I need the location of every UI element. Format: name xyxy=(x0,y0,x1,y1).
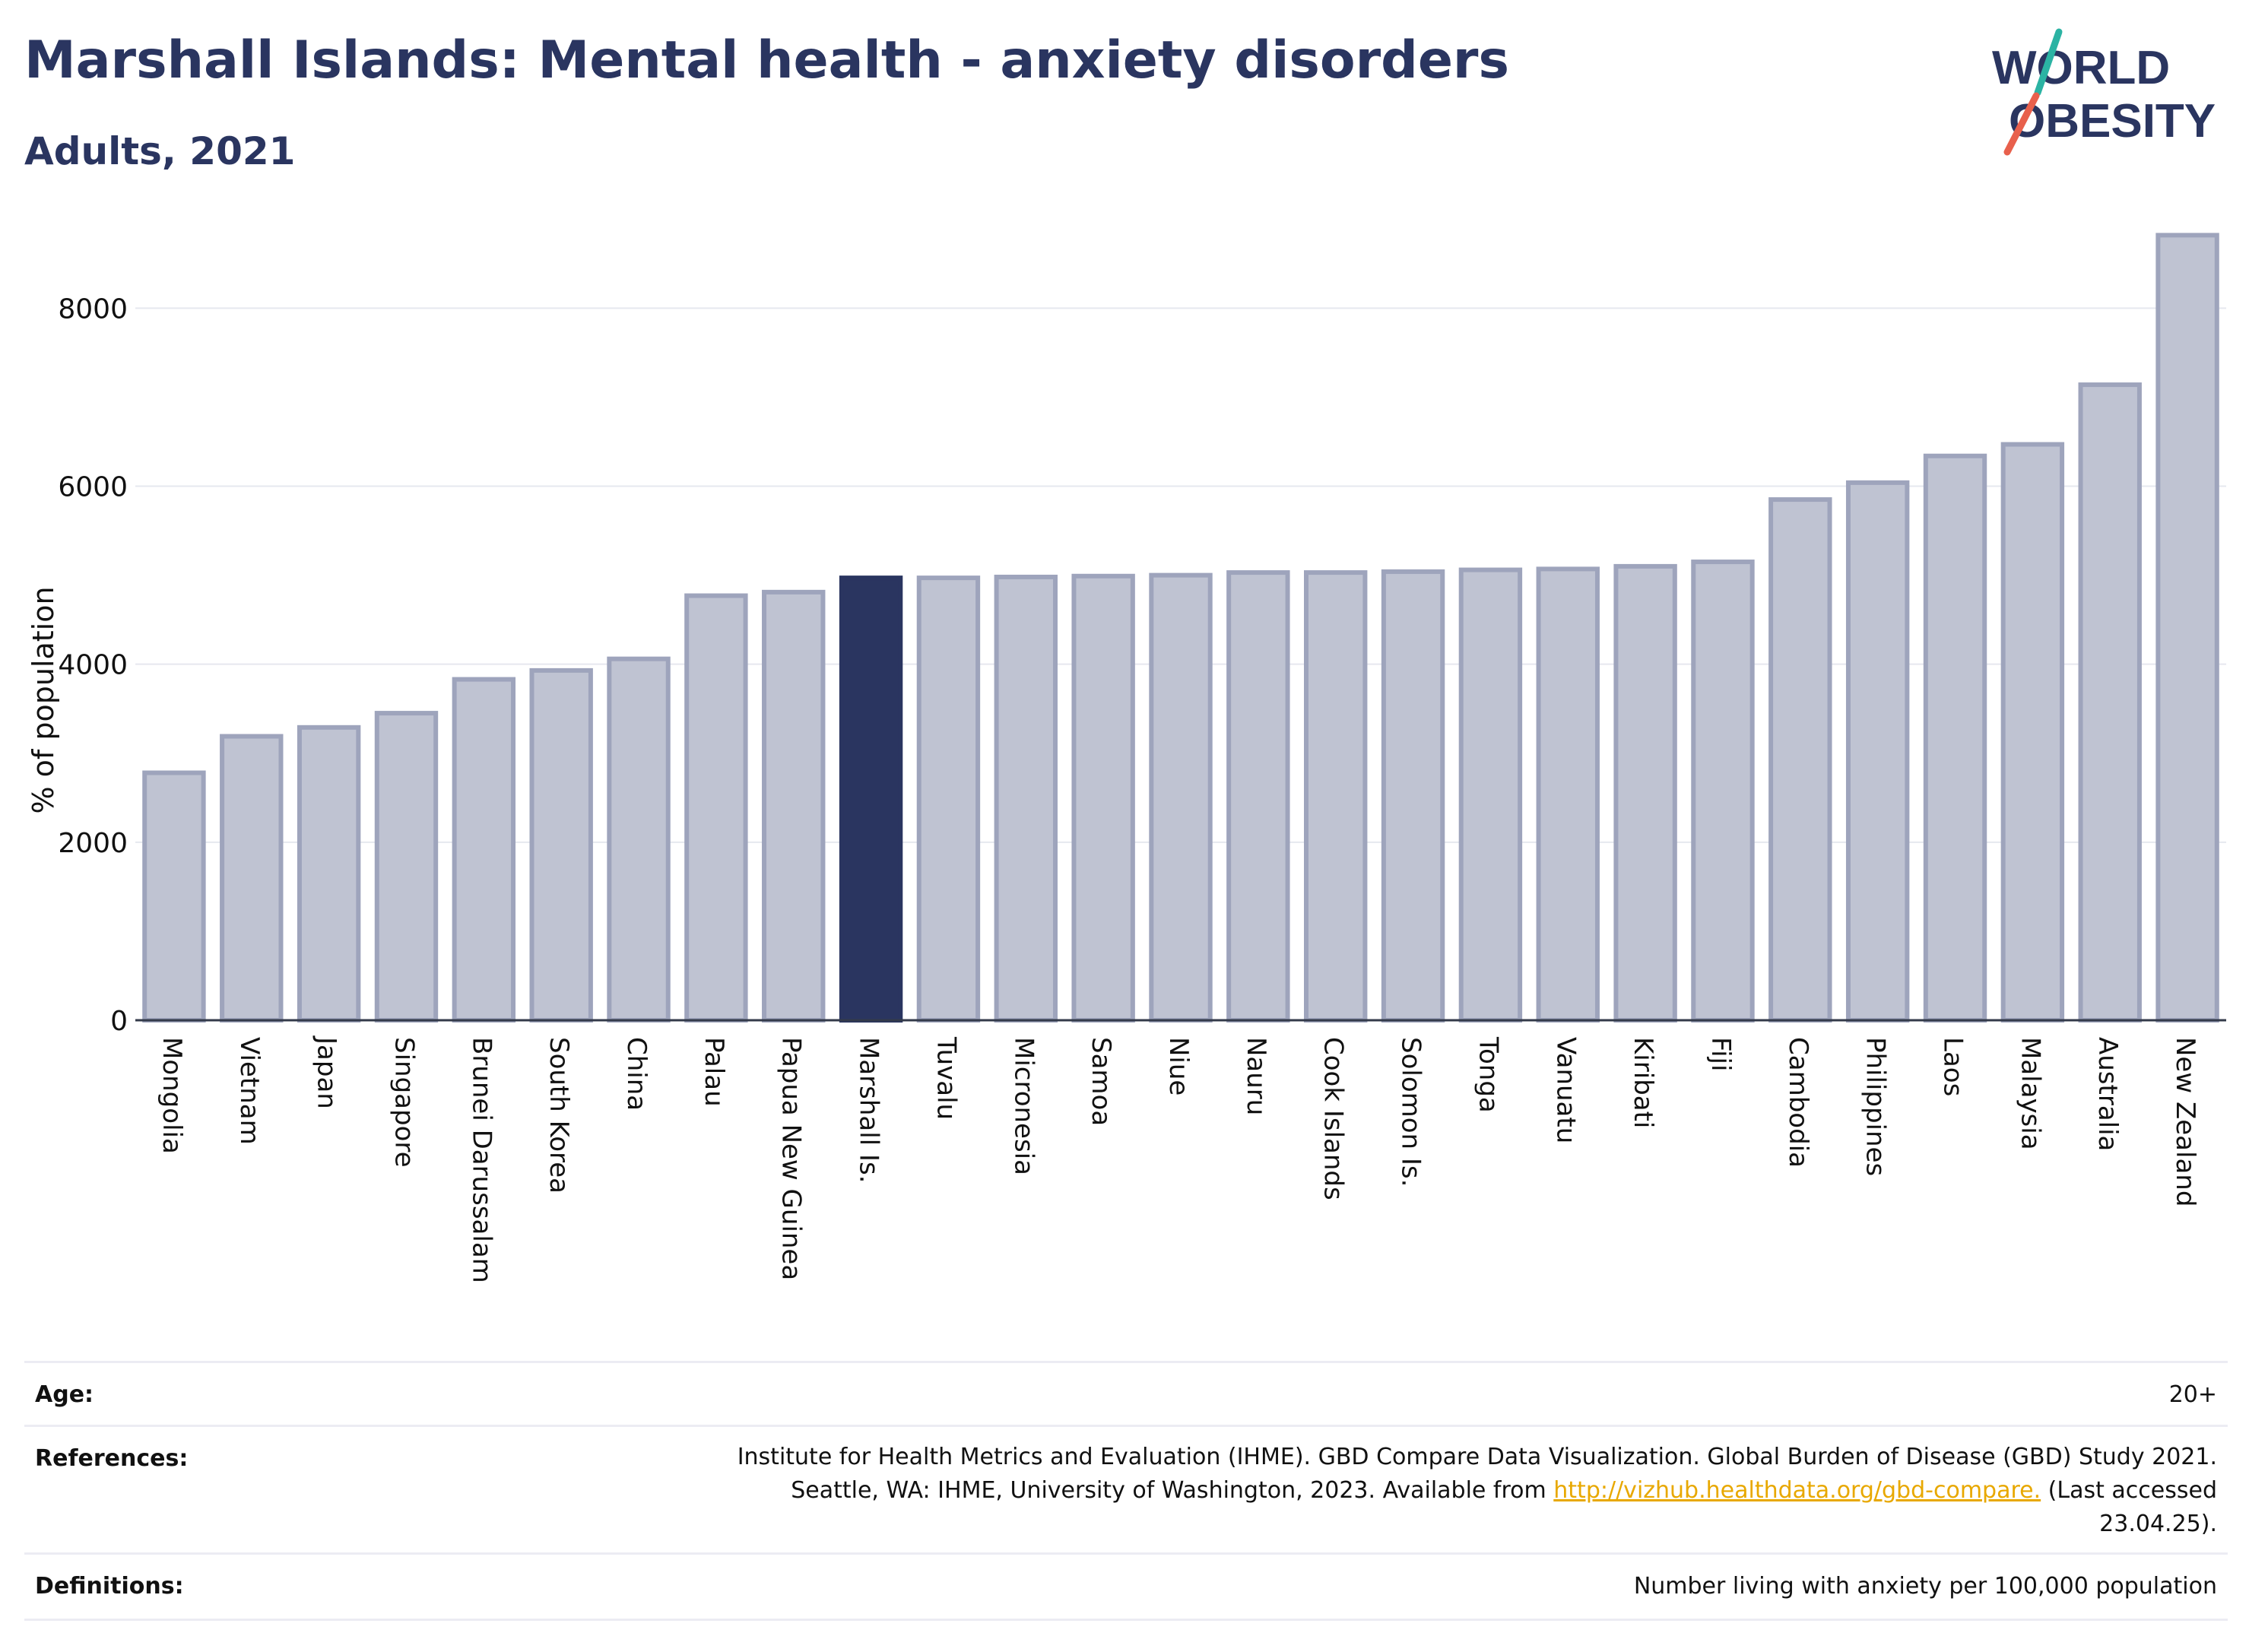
bar-tonga xyxy=(1458,567,1523,1023)
x-tick-label: Solomon Is. xyxy=(1396,1037,1426,1187)
y-tick-label: 6000 xyxy=(58,472,128,503)
y-tick-label: 2000 xyxy=(58,828,128,859)
x-tick-label: Cambodia xyxy=(1783,1037,1813,1168)
bar-kiribati xyxy=(1613,563,1677,1023)
x-tick-label: Brunei Darussalam xyxy=(466,1037,496,1283)
bar-samoa xyxy=(1071,573,1135,1023)
world-obesity-logo: WORLD OBESITY xyxy=(1992,28,2216,156)
x-tick-label: South Korea xyxy=(544,1037,574,1194)
bar-tuvalu xyxy=(916,576,981,1023)
bar-south-korea xyxy=(529,667,593,1023)
bar-japan xyxy=(297,725,361,1023)
references-label: References: xyxy=(35,1445,189,1472)
x-tick-label: Singapore xyxy=(389,1037,419,1168)
x-tick-label: Samoa xyxy=(1086,1037,1116,1126)
x-tick-label: Tuvalu xyxy=(931,1036,961,1120)
x-tick-label: New Zealand xyxy=(2170,1037,2200,1206)
definitions-label: Definitions: xyxy=(35,1573,184,1600)
bar-chart: 0 2000 4000 6000 8000 Mongolia Vietnam Japan Si… xyxy=(27,233,2226,1283)
references-text: Institute for Health Metrics and Evaluat… xyxy=(738,1441,2217,1541)
bar-vietnam xyxy=(220,734,284,1023)
logo-text-obesity: OBESITY xyxy=(2009,95,2216,147)
bar-micronesia xyxy=(994,574,1058,1023)
bar-australia xyxy=(2078,382,2142,1023)
x-tick-label: Nauru xyxy=(1241,1037,1271,1115)
references-line-2: Seattle, WA: IHME, University of Washing… xyxy=(791,1477,2217,1504)
meta-row-references: References: Institute for Health Metrics… xyxy=(24,1425,2228,1555)
bar-fiji xyxy=(1691,560,1755,1023)
bar-nauru xyxy=(1226,570,1290,1023)
meta-row-definitions: Definitions: Number living with anxiety … xyxy=(24,1552,2228,1621)
bar-cambodia xyxy=(1768,497,1832,1023)
y-axis-ticks: 0 2000 4000 6000 8000 xyxy=(58,293,128,1037)
bar-philippines xyxy=(1845,480,1910,1023)
age-label: Age: xyxy=(35,1381,94,1408)
x-tick-label: China xyxy=(621,1037,652,1111)
chart-subtitle: Adults, 2021 xyxy=(24,129,296,173)
x-tick-label: Papua New Guinea xyxy=(776,1037,807,1280)
meta-row-age: Age: 20+ xyxy=(24,1361,2228,1427)
y-tick-label: 8000 xyxy=(58,293,128,325)
x-tick-label: Niue xyxy=(1163,1037,1194,1096)
bar-new-zealand xyxy=(2155,233,2219,1023)
x-tick-label: Fiji xyxy=(1705,1037,1736,1071)
bar-china xyxy=(607,656,671,1023)
bar-brunei-darussalam xyxy=(452,677,516,1023)
x-axis-labels: Mongolia Vietnam Japan Singapore Brunei Daru… xyxy=(157,1035,2200,1283)
bar-singapore xyxy=(374,711,439,1023)
x-tick-label: Philippines xyxy=(1860,1037,1891,1176)
x-tick-label: Cook Islands xyxy=(1318,1037,1349,1200)
bar-laos xyxy=(1923,453,1987,1023)
logo-slash-top xyxy=(2034,28,2063,97)
y-axis-label: % of population xyxy=(27,586,60,813)
x-tick-label: Marshall Is. xyxy=(854,1037,884,1184)
x-tick-label: Laos xyxy=(1938,1037,1968,1096)
bar-mongolia xyxy=(142,770,206,1023)
x-tick-label: Malaysia xyxy=(2015,1037,2045,1150)
x-tick-label: Palau xyxy=(699,1037,729,1107)
references-line-3: 23.04.25). xyxy=(2099,1511,2217,1537)
bar-niue xyxy=(1149,572,1213,1023)
x-tick-label: Vanuatu xyxy=(1550,1037,1581,1143)
logo-text-world: WORLD xyxy=(1992,42,2170,94)
logo-slash-bottom xyxy=(2003,92,2040,156)
y-tick-label: 4000 xyxy=(58,650,128,681)
bar-solomon-is xyxy=(1381,569,1445,1023)
x-tick-label: Vietnam xyxy=(234,1037,265,1145)
x-tick-label: Mongolia xyxy=(157,1037,187,1154)
x-tick-label: Tonga xyxy=(1473,1036,1503,1113)
definitions-value: Number living with anxiety per 100,000 p… xyxy=(1633,1573,2217,1600)
bar-malaysia xyxy=(2000,442,2065,1023)
x-tick-label: Kiribati xyxy=(1628,1037,1658,1128)
x-tick-label: Australia xyxy=(2092,1037,2123,1151)
bar-palau xyxy=(684,593,748,1023)
bars xyxy=(142,233,2219,1023)
bar-cook-islands xyxy=(1304,570,1368,1023)
x-tick-label: Japan xyxy=(312,1035,342,1109)
bar-marshall-is xyxy=(839,576,903,1023)
x-tick-label: Micronesia xyxy=(1008,1037,1039,1175)
bar-papua-new-guinea xyxy=(762,589,826,1023)
references-line-1: Institute for Health Metrics and Evaluat… xyxy=(737,1444,2217,1470)
y-tick-label: 0 xyxy=(110,1006,128,1037)
age-value: 20+ xyxy=(2168,1381,2217,1408)
chart-title: Marshall Islands: Mental health - anxiet… xyxy=(24,30,1509,90)
references-link[interactable]: http://vizhub.healthdata.org/gbd-compare… xyxy=(1553,1477,2041,1504)
bar-vanuatu xyxy=(1536,566,1600,1023)
